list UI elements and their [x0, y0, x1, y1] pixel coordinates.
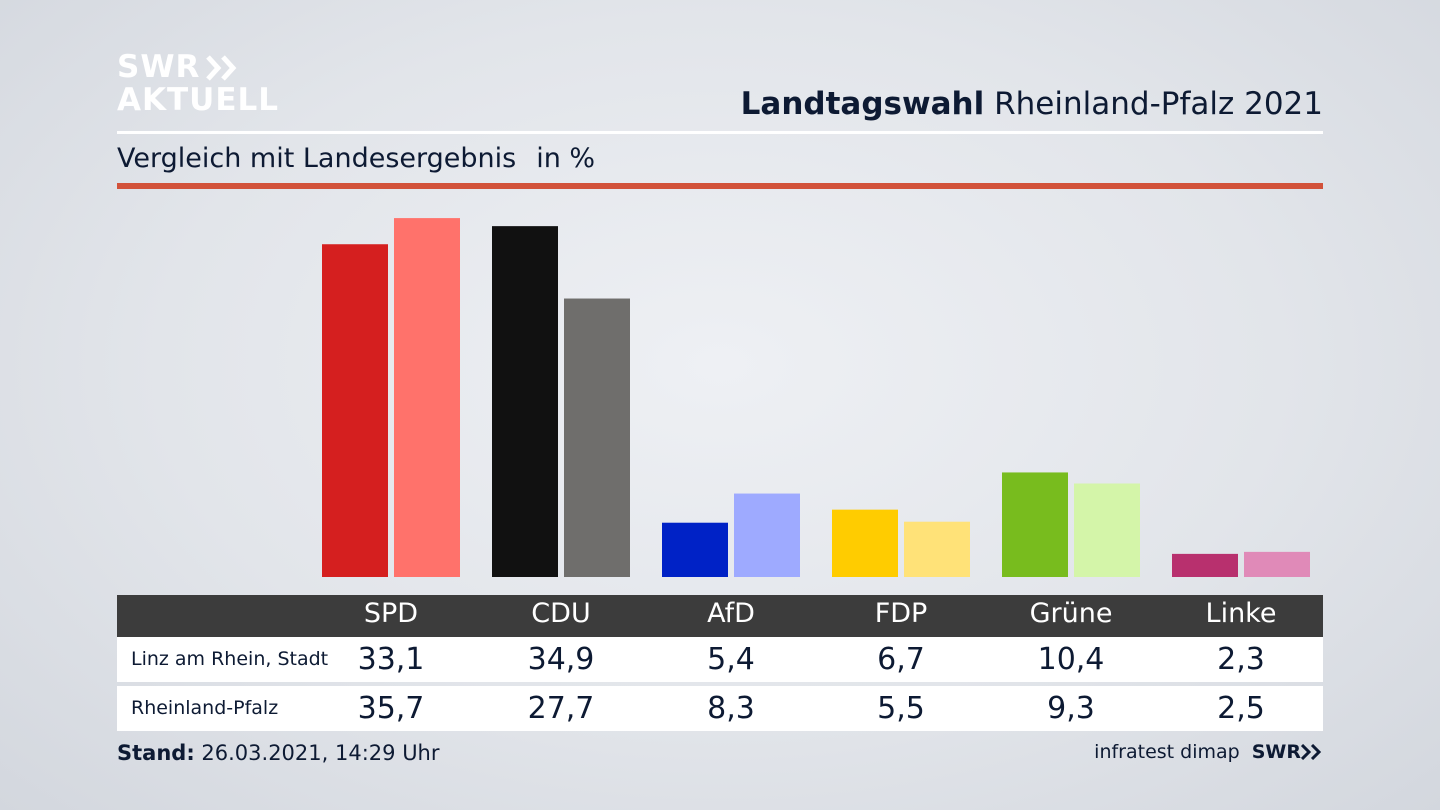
- value-label-afd-series-1: 5,4: [707, 642, 755, 677]
- title-rest: Rheinland-Pfalz 2021: [994, 86, 1323, 122]
- subtitle: Vergleich mit Landesergebnis in %: [117, 143, 595, 174]
- row-label-local: Linz am Rhein, Stadt: [131, 648, 329, 670]
- table-row: Rheinland-Pfalz 35,7 27,7 8,3 5,5 9,3 2,5: [117, 686, 1323, 731]
- value-label-cdu-series-2: 27,7: [527, 691, 595, 726]
- bar-fdp-series-1: [832, 509, 898, 577]
- subtitle-text: Vergleich mit Landesergebnis: [117, 143, 517, 174]
- divider-red: [117, 183, 1323, 189]
- bar-spd-series-1: [322, 244, 388, 577]
- value-label-linke-series-2: 2,5: [1217, 691, 1265, 726]
- category-label-fdp: FDP: [874, 598, 928, 629]
- bar-afd-series-2: [734, 493, 800, 577]
- bar-cdu-series-1: [492, 226, 558, 577]
- value-label-gruene-series-2: 9,3: [1047, 691, 1095, 726]
- logo-line-1: SWR: [117, 49, 201, 85]
- row-label-state: Rheinland-Pfalz: [131, 697, 279, 719]
- divider-white: [117, 131, 1323, 134]
- table-header: SPD CDU AfD FDP Grüne Linke: [117, 595, 1323, 637]
- stand-label: Stand:: [117, 741, 195, 765]
- value-label-spd-series-2: 35,7: [357, 691, 425, 726]
- logo-line-2: AKTUELL: [117, 82, 280, 118]
- value-label-fdp-series-1: 6,7: [877, 642, 925, 677]
- bar-linke-series-2: [1244, 551, 1310, 577]
- bar-spd-series-2: [394, 218, 460, 577]
- results-table: SPD CDU AfD FDP Grüne Linke Linz am Rhein, St…: [117, 595, 1323, 731]
- bar-gruene-series-2: [1074, 483, 1140, 577]
- value-label-fdp-series-2: 5,5: [877, 691, 925, 726]
- category-label-spd: SPD: [363, 598, 419, 629]
- value-label-spd-series-1: 33,1: [357, 642, 425, 677]
- unit-label: in %: [536, 143, 596, 174]
- category-label-linke: Linke: [1205, 598, 1277, 629]
- source-credit: infratest dimap SWR: [1094, 741, 1323, 763]
- value-label-cdu-series-1: 34,9: [527, 642, 595, 677]
- source-text: infratest dimap: [1094, 741, 1240, 763]
- bar-gruene-series-1: [1002, 472, 1068, 577]
- value-label-gruene-series-1: 10,4: [1037, 642, 1105, 677]
- value-label-afd-series-2: 8,3: [707, 691, 755, 726]
- bar-linke-series-1: [1172, 553, 1238, 577]
- page-title: Landtagswahl Rheinland-Pfalz 2021: [741, 86, 1323, 122]
- chevrons-icon: [206, 54, 237, 81]
- swr-aktuell-logo: SWR AKTUELL: [117, 52, 279, 116]
- table-row: Linz am Rhein, Stadt 33,1 34,9 5,4 6,7 10,4 2…: [117, 637, 1323, 682]
- title-bold: Landtagswahl: [740, 86, 985, 122]
- chevrons-small-icon: [1301, 744, 1322, 760]
- stand-value: 26.03.2021, 14:29 Uhr: [201, 741, 440, 765]
- timestamp: Stand: 26.03.2021, 14:29 Uhr: [117, 741, 440, 765]
- footer-swr-logo: SWR: [1252, 741, 1323, 763]
- bar-afd-series-1: [662, 522, 728, 577]
- category-label-gruene: Grüne: [1029, 598, 1113, 629]
- category-label-cdu: CDU: [531, 598, 591, 629]
- category-label-afd: AfD: [707, 598, 755, 629]
- value-label-linke-series-1: 2,3: [1217, 642, 1265, 677]
- footer-brand-text: SWR: [1251, 741, 1301, 763]
- bar-fdp-series-2: [904, 521, 970, 577]
- bar-cdu-series-2: [564, 298, 630, 577]
